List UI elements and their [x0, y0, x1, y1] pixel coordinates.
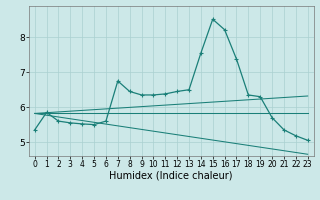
X-axis label: Humidex (Indice chaleur): Humidex (Indice chaleur): [109, 171, 233, 181]
